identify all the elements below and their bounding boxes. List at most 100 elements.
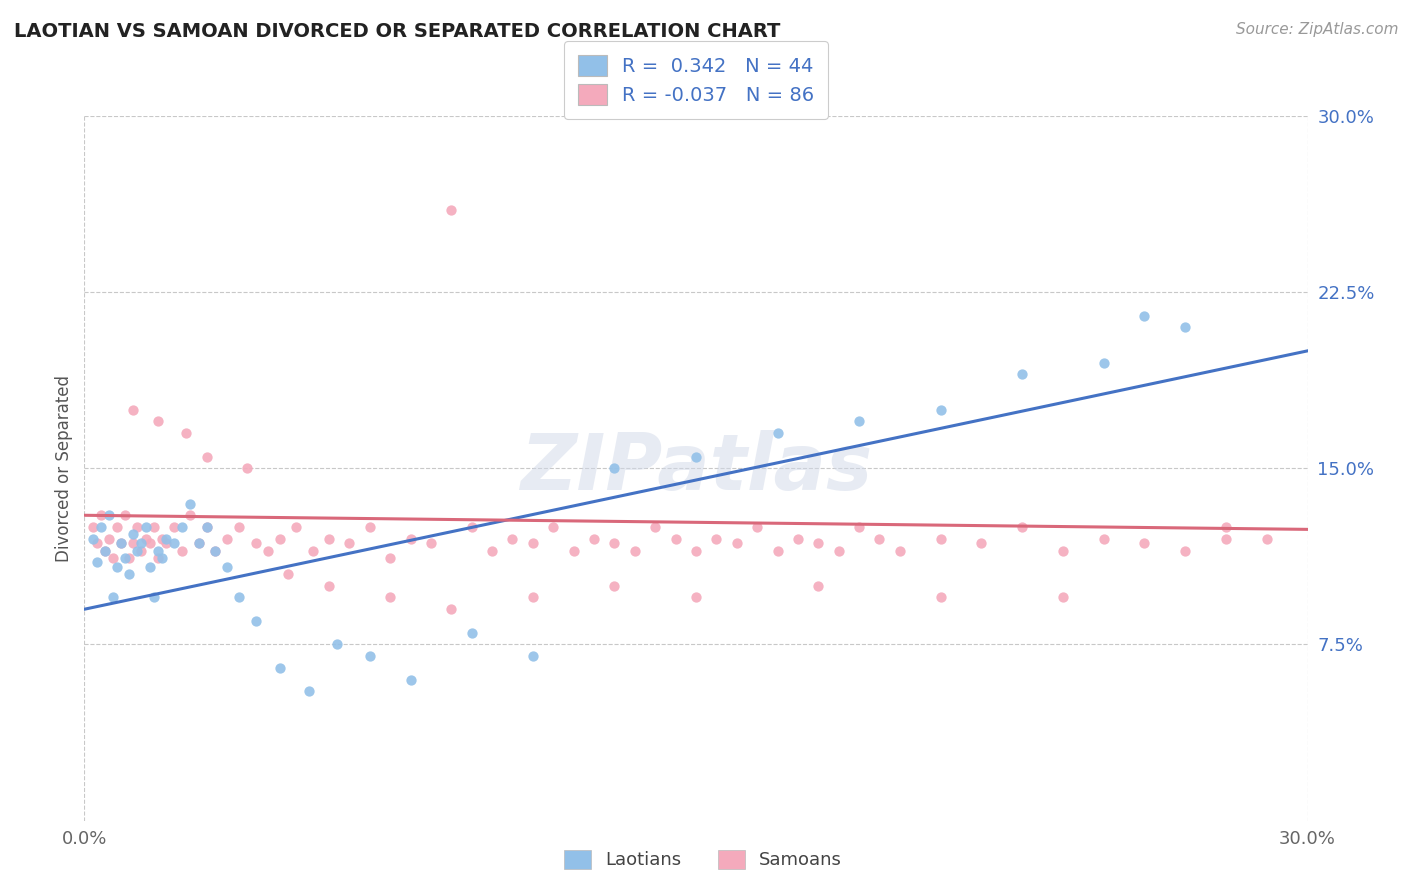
- Point: [929, 402, 952, 417]
- Point: [131, 536, 153, 550]
- Point: [146, 550, 169, 565]
- Point: [187, 536, 209, 550]
- Point: [110, 536, 132, 550]
- Point: [101, 550, 124, 565]
- Point: [399, 532, 422, 546]
- Point: [217, 560, 239, 574]
- Point: [359, 649, 381, 664]
- Point: [146, 414, 169, 428]
- Point: [245, 536, 267, 550]
- Point: [228, 591, 250, 605]
- Point: [848, 414, 870, 428]
- Legend: Laotians, Samoans: Laotians, Samoans: [555, 841, 851, 879]
- Point: [298, 684, 321, 698]
- Point: [105, 560, 128, 574]
- Point: [1052, 543, 1074, 558]
- Point: [706, 532, 728, 546]
- Point: [204, 543, 226, 558]
- Point: [142, 520, 165, 534]
- Point: [135, 520, 157, 534]
- Point: [522, 536, 544, 550]
- Point: [685, 591, 707, 605]
- Point: [1215, 532, 1237, 546]
- Point: [583, 532, 606, 546]
- Point: [285, 520, 308, 534]
- Point: [155, 536, 177, 550]
- Point: [174, 426, 197, 441]
- Point: [301, 543, 323, 558]
- Point: [359, 520, 381, 534]
- Point: [624, 543, 647, 558]
- Point: [97, 508, 120, 523]
- Point: [481, 543, 503, 558]
- Point: [122, 402, 145, 417]
- Point: [172, 520, 194, 534]
- Point: [380, 550, 402, 565]
- Point: [93, 543, 115, 558]
- Point: [138, 560, 160, 574]
- Point: [440, 602, 463, 616]
- Point: [179, 496, 201, 510]
- Point: [747, 520, 769, 534]
- Point: [195, 520, 218, 534]
- Point: [90, 508, 112, 523]
- Point: [172, 543, 194, 558]
- Point: [766, 426, 789, 441]
- Point: [1092, 355, 1115, 369]
- Point: [114, 550, 136, 565]
- Point: [603, 461, 626, 475]
- Point: [787, 532, 810, 546]
- Point: [228, 520, 250, 534]
- Point: [326, 637, 349, 651]
- Point: [122, 536, 145, 550]
- Point: [150, 532, 173, 546]
- Point: [127, 543, 149, 558]
- Text: ZIPatlas: ZIPatlas: [520, 430, 872, 507]
- Point: [86, 536, 108, 550]
- Point: [766, 543, 789, 558]
- Point: [269, 661, 291, 675]
- Point: [461, 625, 484, 640]
- Point: [1011, 520, 1033, 534]
- Point: [685, 543, 707, 558]
- Point: [110, 536, 132, 550]
- Point: [245, 614, 267, 628]
- Point: [163, 520, 186, 534]
- Point: [118, 550, 141, 565]
- Point: [269, 532, 291, 546]
- Point: [807, 536, 830, 550]
- Point: [236, 461, 259, 475]
- Point: [105, 520, 128, 534]
- Point: [929, 532, 952, 546]
- Point: [204, 543, 226, 558]
- Point: [179, 508, 201, 523]
- Point: [1133, 309, 1156, 323]
- Point: [97, 532, 120, 546]
- Point: [848, 520, 870, 534]
- Text: Source: ZipAtlas.com: Source: ZipAtlas.com: [1236, 22, 1399, 37]
- Point: [135, 532, 157, 546]
- Point: [339, 536, 361, 550]
- Point: [502, 532, 524, 546]
- Point: [101, 591, 124, 605]
- Point: [1133, 536, 1156, 550]
- Point: [1174, 543, 1197, 558]
- Point: [142, 591, 165, 605]
- Point: [889, 543, 911, 558]
- Point: [318, 532, 340, 546]
- Point: [644, 520, 666, 534]
- Point: [146, 543, 169, 558]
- Point: [440, 202, 463, 217]
- Point: [929, 591, 952, 605]
- Point: [118, 567, 141, 582]
- Y-axis label: Divorced or Separated: Divorced or Separated: [55, 375, 73, 562]
- Point: [522, 591, 544, 605]
- Point: [1052, 591, 1074, 605]
- Point: [163, 536, 186, 550]
- Point: [82, 520, 104, 534]
- Point: [380, 591, 402, 605]
- Point: [603, 579, 626, 593]
- Point: [150, 550, 173, 565]
- Point: [807, 579, 830, 593]
- Point: [257, 543, 280, 558]
